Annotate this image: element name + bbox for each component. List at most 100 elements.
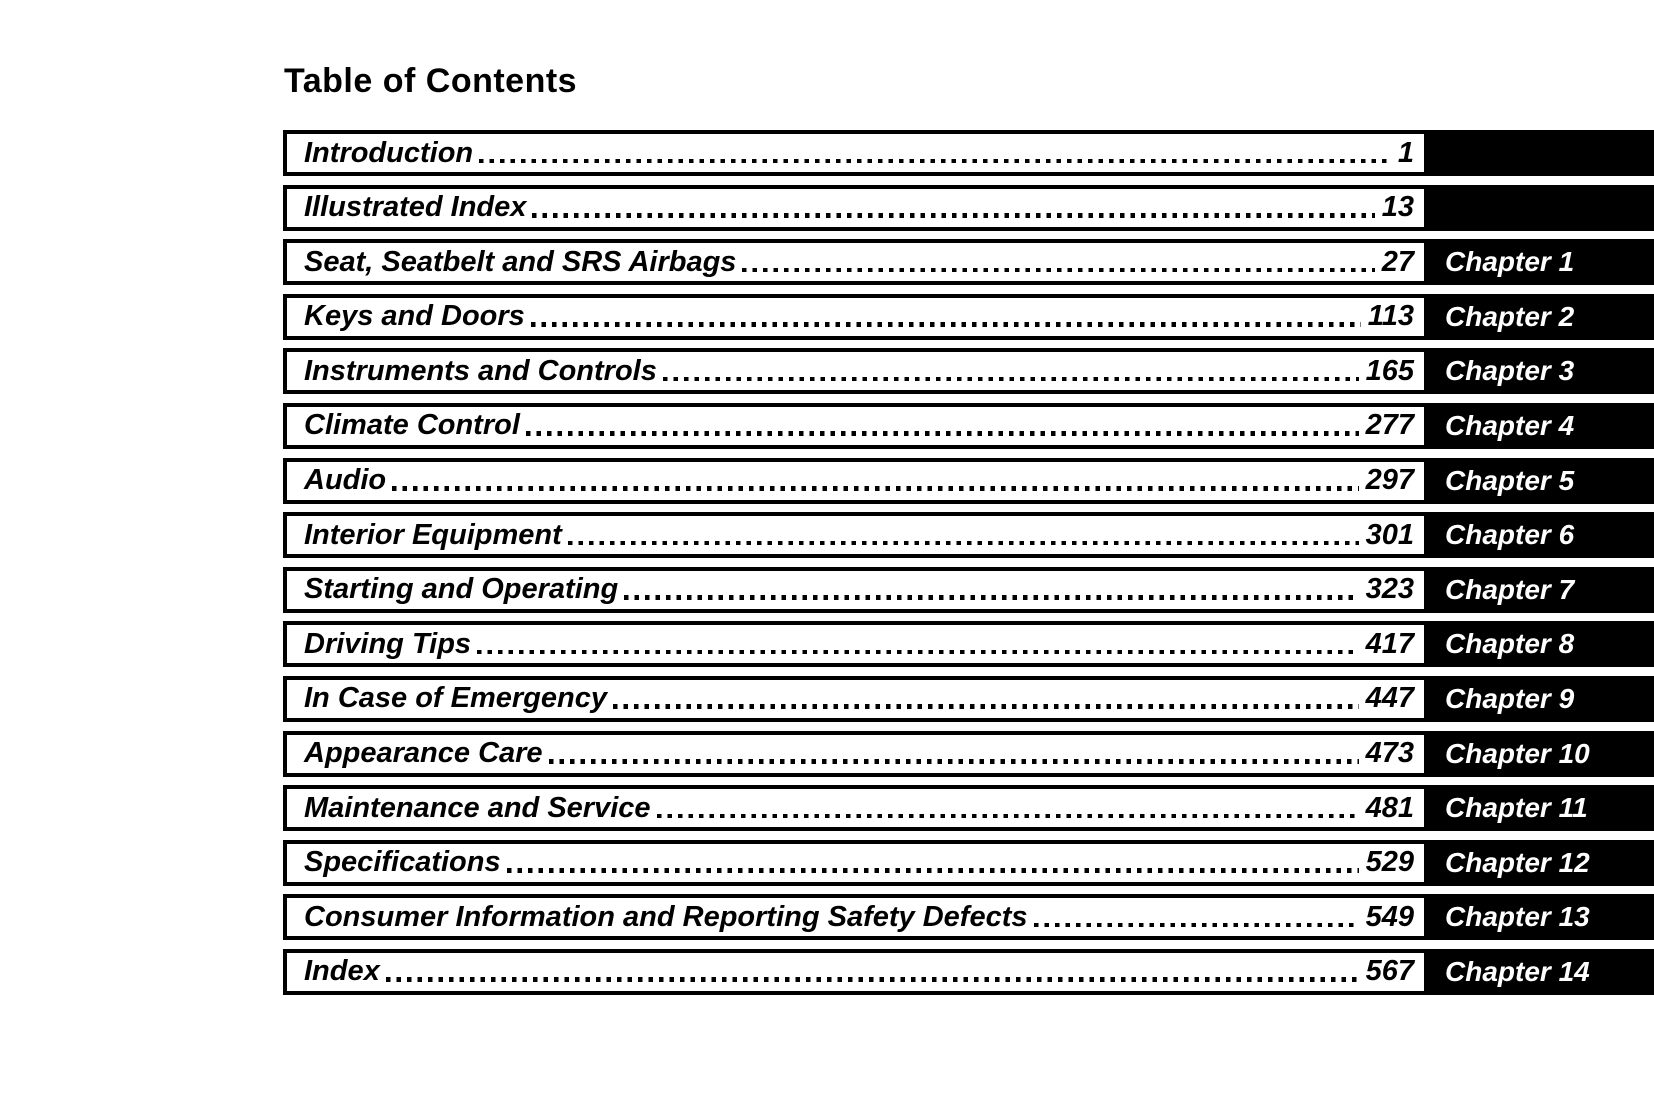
toc-list: Introduction 1 Illustrated Index 13 Seat… — [283, 130, 1654, 1004]
toc-entry-box: Index 567 — [283, 948, 1428, 995]
toc-entry-box: Illustrated Index 13 — [283, 184, 1428, 231]
toc-entry-label: In Case of Emergency — [304, 682, 607, 715]
toc-row: Climate Control 277 Chapter 4 — [283, 402, 1654, 449]
chapter-tab — [1428, 130, 1654, 176]
chapter-tab-label: Chapter 6 — [1445, 519, 1575, 551]
toc-row: Instruments and Controls 165 Chapter 3 — [283, 348, 1654, 395]
toc-entry-label: Audio — [304, 464, 387, 497]
toc-entry-page-number: 297 — [1365, 464, 1414, 497]
toc-entry-label: Seat, Seatbelt and SRS Airbags — [304, 245, 737, 278]
chapter-tab-label: Chapter 8 — [1445, 628, 1575, 660]
toc-entry-box: Driving Tips 417 — [283, 621, 1428, 668]
toc-row: Seat, Seatbelt and SRS Airbags 27 Chapte… — [283, 239, 1654, 286]
chapter-tab-label: Chapter 11 — [1445, 792, 1588, 824]
toc-entry-label: Starting and Operating — [304, 573, 619, 606]
dot-leader — [662, 352, 1359, 390]
toc-entry-label: Consumer Information and Reporting Safet… — [304, 900, 1028, 933]
toc-entry-box: Specifications 529 — [283, 839, 1428, 886]
chapter-tab-label: Chapter 5 — [1445, 464, 1575, 496]
toc-row: Consumer Information and Reporting Safet… — [283, 894, 1654, 941]
toc-row: Audio 297 Chapter 5 — [283, 457, 1654, 504]
chapter-tab: Chapter 5 — [1428, 457, 1654, 504]
chapter-tab-label: Chapter 4 — [1445, 409, 1575, 441]
chapter-tab: Chapter 1 — [1428, 239, 1654, 286]
dot-leader — [656, 789, 1359, 827]
toc-entry-page-number: 447 — [1365, 682, 1414, 715]
toc-entry-box: Interior Equipment 301 — [283, 512, 1428, 559]
toc-entry-box: Climate Control 277 — [283, 402, 1428, 449]
toc-entry-page-number: 549 — [1365, 900, 1414, 933]
toc-entry-box: Starting and Operating 323 — [283, 566, 1428, 613]
dot-leader — [548, 735, 1359, 773]
toc-entry-page-number: 27 — [1381, 245, 1414, 278]
page-title: Table of Contents — [284, 62, 578, 100]
toc-entry-box: Consumer Information and Reporting Safet… — [283, 894, 1428, 941]
toc-row: Appearance Care 473 Chapter 10 — [283, 730, 1654, 777]
toc-entry-page-number: 1 — [1397, 136, 1414, 169]
toc-entry-label: Interior Equipment — [304, 518, 562, 551]
toc-row: Index 567 Chapter 14 — [283, 948, 1654, 995]
chapter-tab-label: Chapter 10 — [1445, 737, 1590, 769]
chapter-tab: Chapter 7 — [1428, 566, 1654, 613]
dot-leader — [567, 516, 1359, 554]
toc-row: Maintenance and Service 481 Chapter 11 — [283, 785, 1654, 832]
chapter-tab: Chapter 3 — [1428, 348, 1654, 395]
dot-leader — [385, 953, 1359, 991]
toc-entry-label: Appearance Care — [304, 737, 543, 770]
chapter-tab: Chapter 8 — [1428, 621, 1654, 668]
dot-leader — [624, 571, 1360, 609]
dot-leader — [1033, 898, 1359, 936]
chapter-tab: Chapter 13 — [1428, 894, 1654, 941]
chapter-tab-label: Chapter 9 — [1445, 682, 1575, 714]
chapter-tab: Chapter 14 — [1428, 948, 1654, 995]
toc-entry-box: Audio 297 — [283, 457, 1428, 504]
toc-row: Starting and Operating 323 Chapter 7 — [283, 566, 1654, 613]
chapter-tab-label: Chapter 12 — [1445, 846, 1590, 878]
toc-entry-label: Climate Control — [304, 409, 520, 442]
dot-leader — [392, 462, 1360, 500]
toc-entry-label: Specifications — [304, 846, 501, 879]
chapter-tab: Chapter 11 — [1428, 785, 1654, 832]
toc-entry-label: Instruments and Controls — [304, 354, 657, 387]
chapter-tab-label: Chapter 1 — [1445, 246, 1575, 278]
toc-entry-page-number: 277 — [1365, 409, 1414, 442]
toc-entry-page-number: 13 — [1381, 191, 1414, 224]
toc-row: In Case of Emergency 447 Chapter 9 — [283, 675, 1654, 722]
toc-entry-label: Driving Tips — [304, 627, 472, 660]
toc-row: Introduction 1 — [283, 130, 1654, 176]
toc-entry-page-number: 473 — [1365, 737, 1414, 770]
chapter-tab-label: Chapter 7 — [1445, 573, 1575, 605]
dot-leader — [532, 189, 1376, 227]
chapter-tab-label: Chapter 2 — [1445, 300, 1575, 332]
dot-leader — [613, 680, 1359, 718]
toc-entry-page-number: 567 — [1365, 955, 1414, 988]
chapter-tab-label: Chapter 3 — [1445, 355, 1575, 387]
toc-entry-box: Appearance Care 473 — [283, 730, 1428, 777]
dot-leader — [530, 298, 1361, 336]
toc-entry-page-number: 113 — [1367, 300, 1414, 333]
chapter-tab: Chapter 2 — [1428, 293, 1654, 340]
toc-entry-box: Keys and Doors 113 — [283, 293, 1428, 340]
toc-entry-label: Introduction — [304, 136, 474, 169]
dot-leader — [479, 134, 1391, 172]
toc-entry-page-number: 481 — [1365, 791, 1414, 824]
chapter-tab: Chapter 12 — [1428, 839, 1654, 886]
toc-row: Interior Equipment 301 Chapter 6 — [283, 512, 1654, 559]
chapter-tab: Chapter 6 — [1428, 512, 1654, 559]
toc-row: Driving Tips 417 Chapter 8 — [283, 621, 1654, 668]
toc-entry-label: Illustrated Index — [304, 191, 527, 224]
toc-entry-box: In Case of Emergency 447 — [283, 675, 1428, 722]
toc-entry-page-number: 417 — [1365, 627, 1414, 660]
toc-entry-box: Introduction 1 — [283, 130, 1428, 176]
toc-entry-box: Seat, Seatbelt and SRS Airbags 27 — [283, 239, 1428, 286]
toc-entry-page-number: 165 — [1365, 354, 1414, 387]
chapter-tab: Chapter 9 — [1428, 675, 1654, 722]
chapter-tab-label: Chapter 14 — [1445, 955, 1590, 987]
chapter-tab — [1428, 184, 1654, 231]
toc-row: Specifications 529 Chapter 12 — [283, 839, 1654, 886]
toc-row: Illustrated Index 13 — [283, 184, 1654, 231]
chapter-tab: Chapter 10 — [1428, 730, 1654, 777]
toc-entry-label: Keys and Doors — [304, 300, 525, 333]
chapter-tab: Chapter 4 — [1428, 402, 1654, 449]
